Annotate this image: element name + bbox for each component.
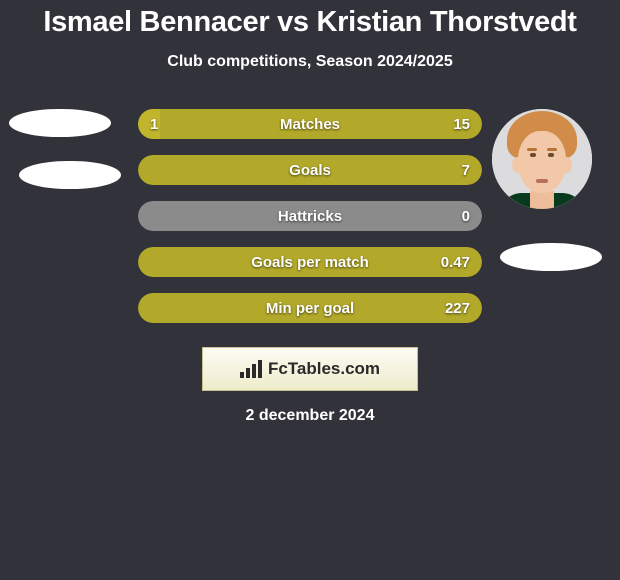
stat-bars: Matches1 15 Goals7 Hattricks0 Goals per matc… <box>138 109 482 339</box>
stat-label: Matches <box>138 109 482 139</box>
stat-value-right: 15 <box>453 109 470 139</box>
stat-row: Hattricks0 <box>138 201 482 231</box>
stat-label: Goals per match <box>138 247 482 277</box>
subtitle: Club competitions, Season 2024/2025 <box>0 53 620 71</box>
stat-value-right: 0 <box>462 201 470 231</box>
player-right-head <box>492 109 592 209</box>
stat-value-right: 7 <box>462 155 470 185</box>
comparison-widget: Ismael Bennacer vs Kristian Thorstvedt C… <box>0 0 620 580</box>
stat-label: Min per goal <box>138 293 482 323</box>
brand-text: FcTables.com <box>268 359 380 379</box>
brand-box[interactable]: FcTables.com <box>202 347 418 391</box>
stat-label: Goals <box>138 155 482 185</box>
stat-value-right: 0.47 <box>441 247 470 277</box>
date-text: 2 december 2024 <box>0 407 620 425</box>
compare-area: Matches1 15 Goals7 Hattricks0 Goals per matc… <box>0 109 620 339</box>
stat-value-right: 227 <box>445 293 470 323</box>
stat-row: Goals per match0.47 <box>138 247 482 277</box>
stat-label: Hattricks <box>138 201 482 231</box>
player-left-avatar-top <box>9 109 111 137</box>
player-right-avatar-bottom <box>500 243 602 271</box>
page-title: Ismael Bennacer vs Kristian Thorstvedt <box>0 0 620 39</box>
bar-chart-icon <box>240 360 262 378</box>
stat-row: Min per goal227 <box>138 293 482 323</box>
stat-row: Goals7 <box>138 155 482 185</box>
stat-value-left: 1 <box>150 109 158 139</box>
player-right-avatar-top <box>492 109 592 209</box>
player-left-avatar-bottom <box>19 161 121 189</box>
stat-row: Matches1 15 <box>138 109 482 139</box>
